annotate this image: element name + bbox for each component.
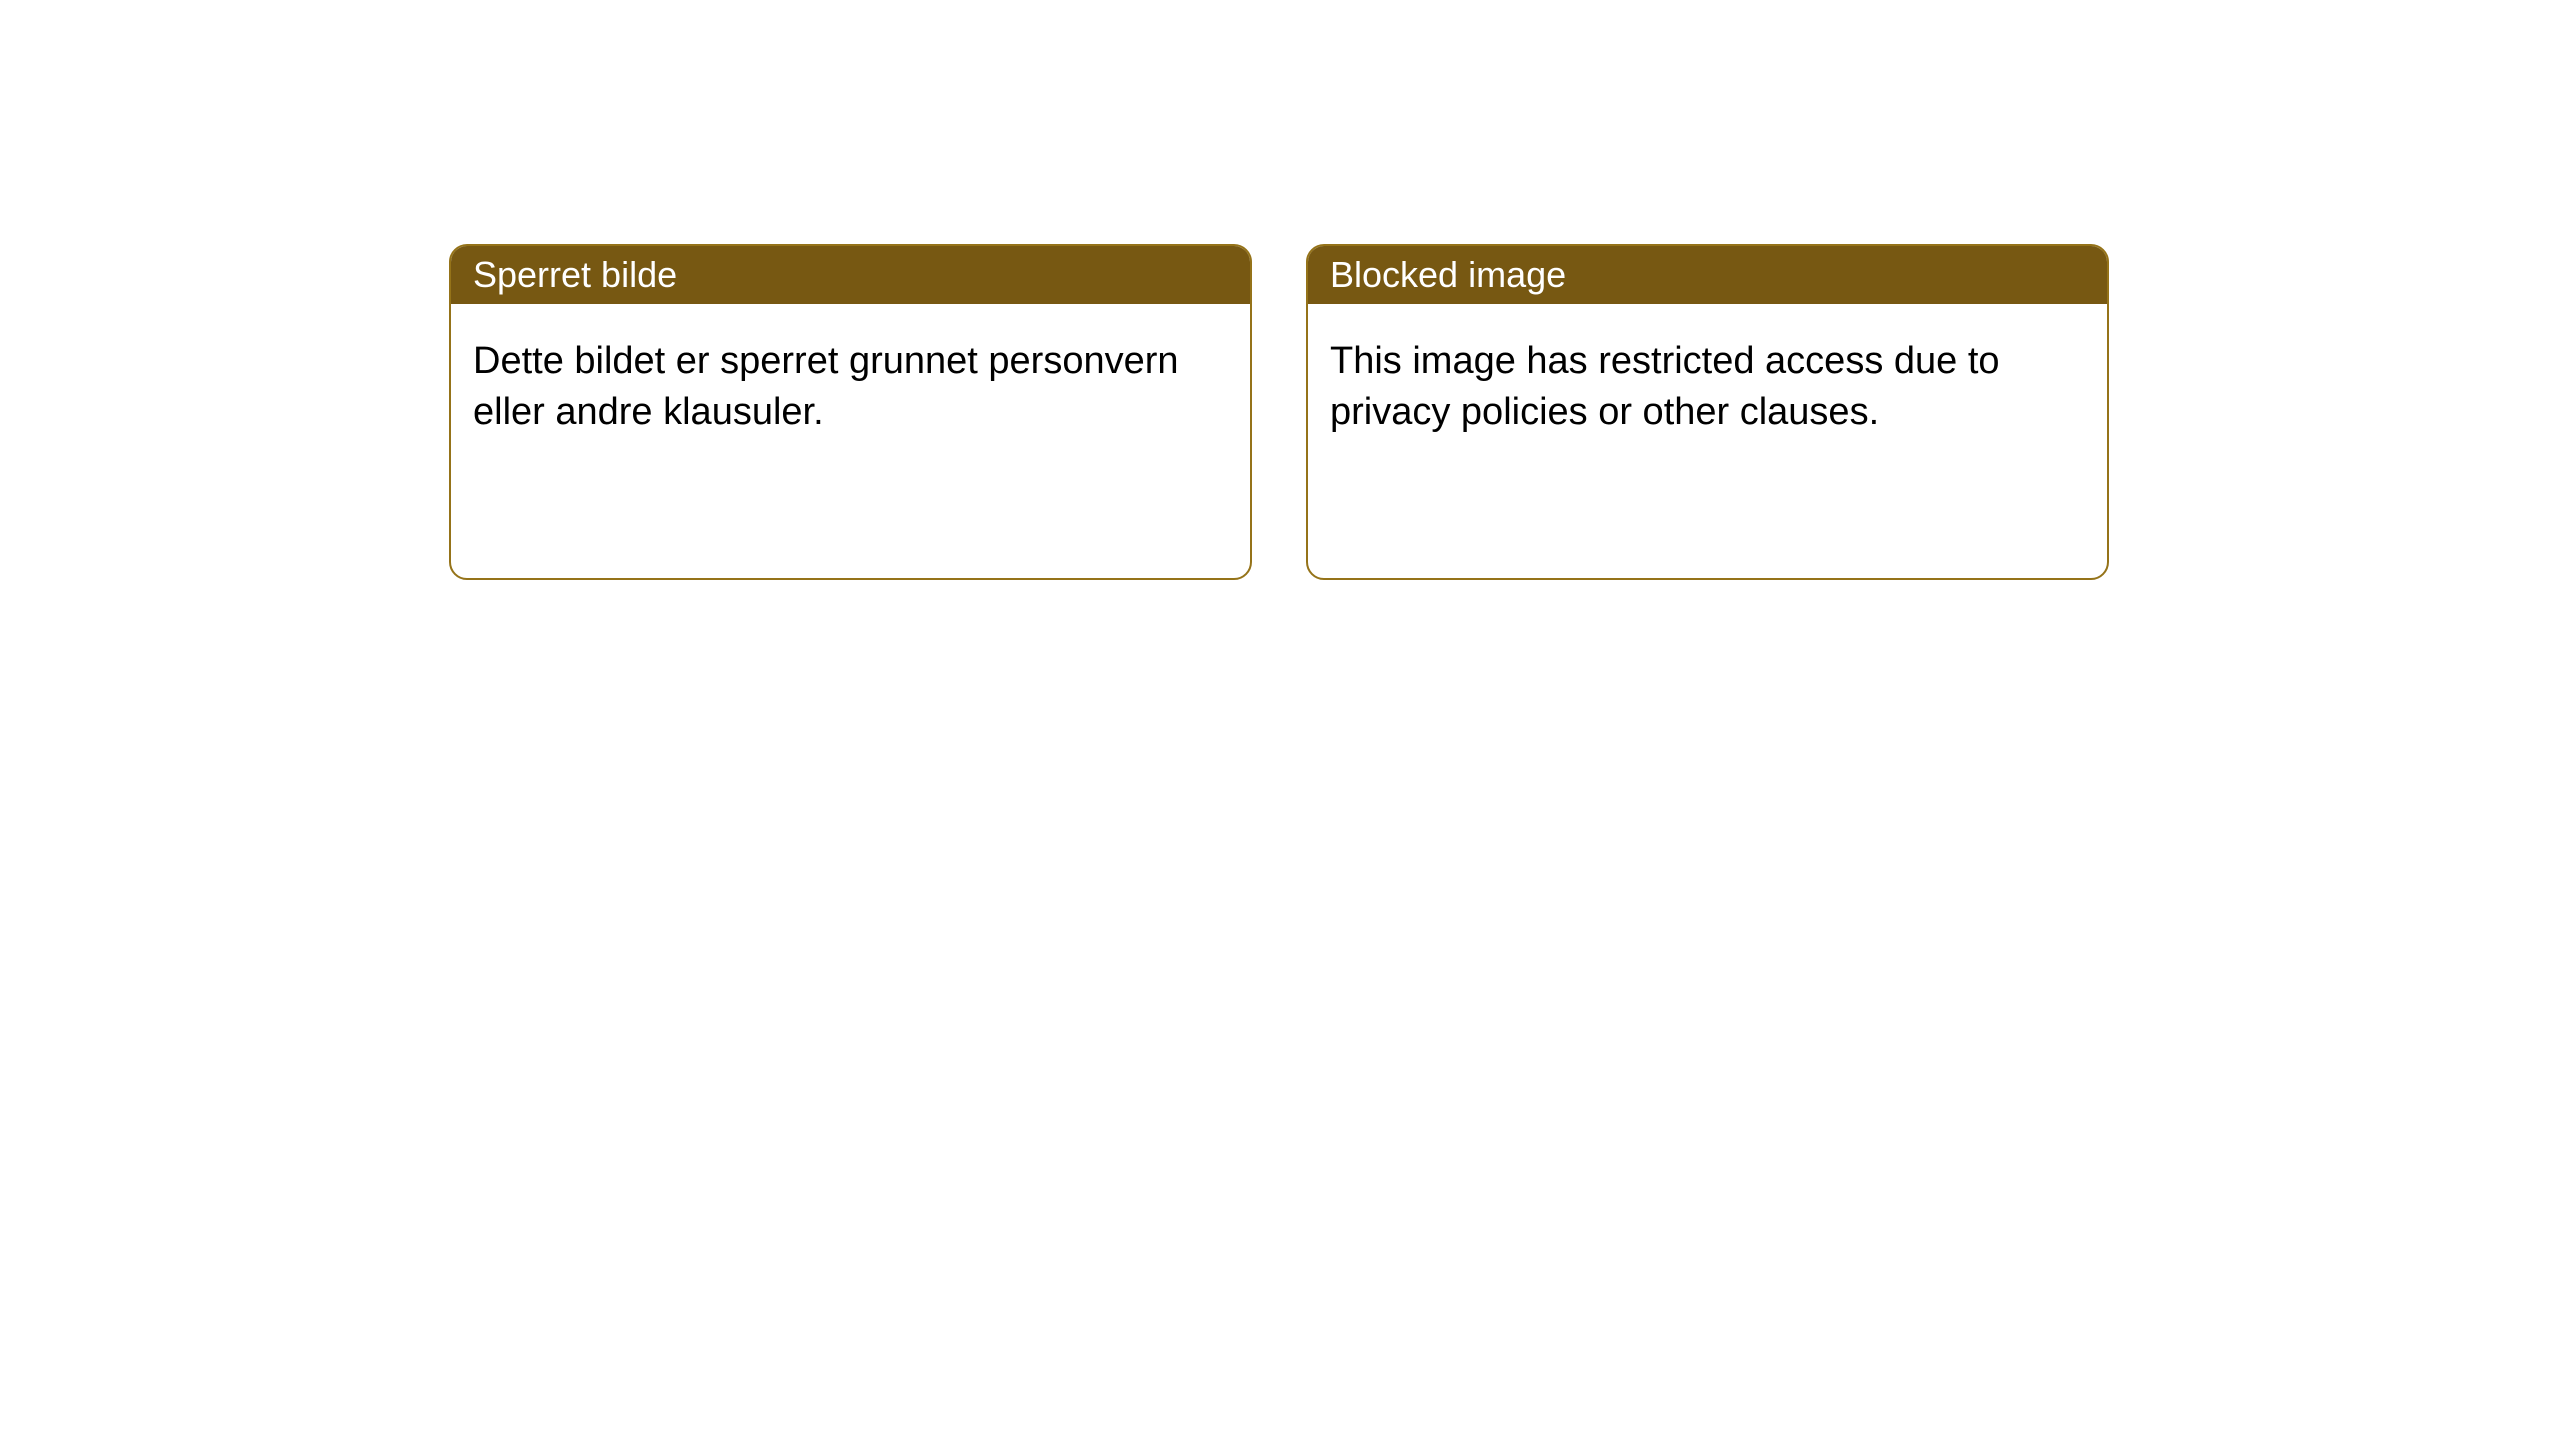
notice-title: Blocked image [1330, 254, 1566, 295]
notice-card-english: Blocked image This image has restricted … [1306, 244, 2109, 580]
notice-message: Dette bildet er sperret grunnet personve… [473, 340, 1179, 433]
notice-body: Dette bildet er sperret grunnet personve… [451, 304, 1250, 471]
notice-title: Sperret bilde [473, 254, 677, 295]
notice-message: This image has restricted access due to … [1330, 340, 2000, 433]
notice-body: This image has restricted access due to … [1308, 304, 2107, 471]
notice-header: Blocked image [1308, 246, 2107, 304]
notice-card-norwegian: Sperret bilde Dette bildet er sperret gr… [449, 244, 1252, 580]
notice-header: Sperret bilde [451, 246, 1250, 304]
notice-container: Sperret bilde Dette bildet er sperret gr… [449, 244, 2109, 580]
